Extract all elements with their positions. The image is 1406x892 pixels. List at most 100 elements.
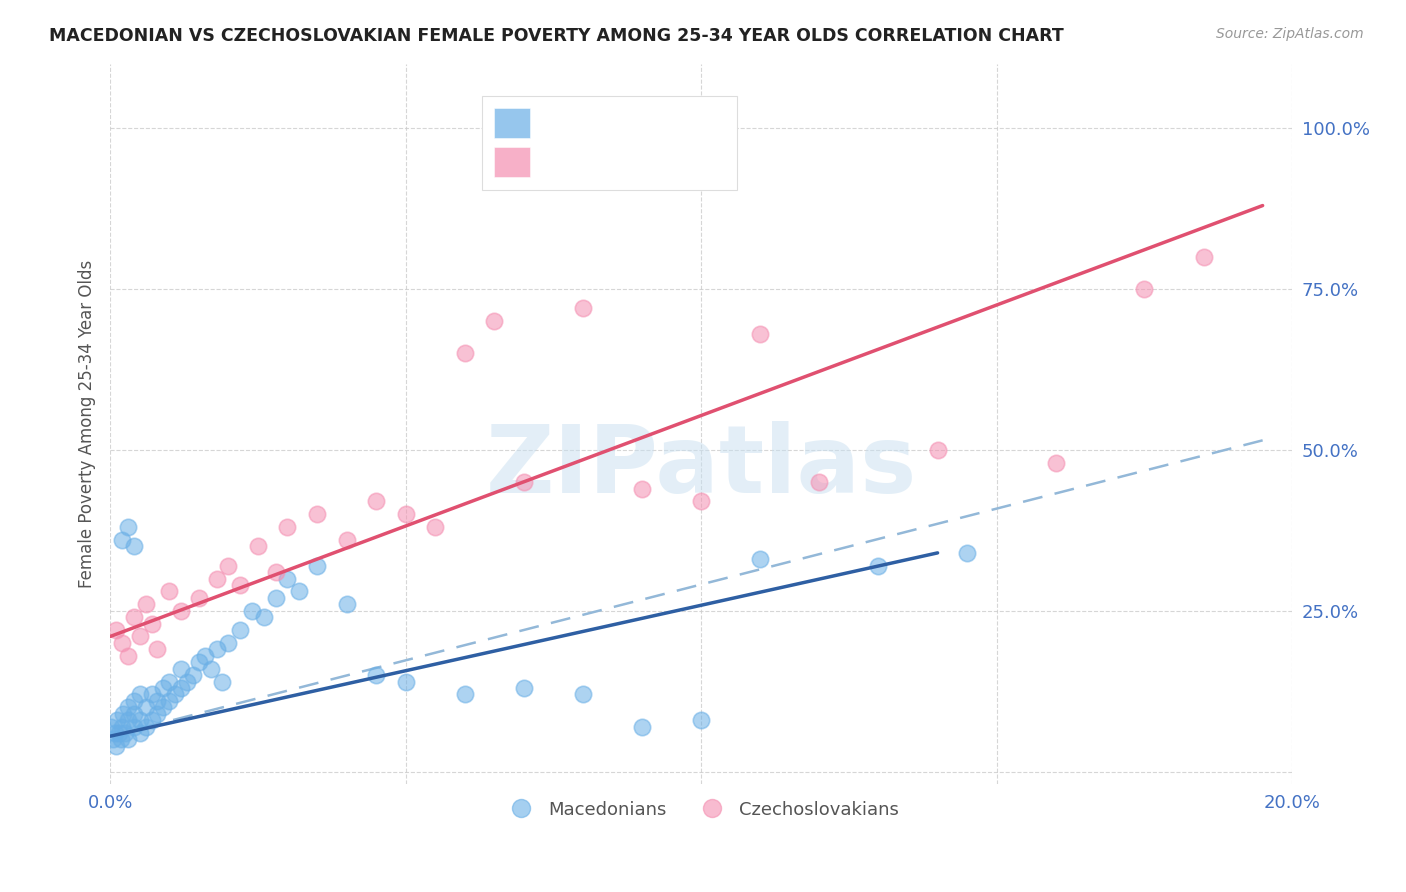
Point (135, 720, 157, 734)
Point (335, 533, 357, 547)
Point (114, 726, 136, 740)
Point (152, 700, 174, 714)
Point (117, 713, 139, 727)
Point (366, 494, 388, 508)
Point (305, 508, 328, 522)
Point (240, 604, 263, 618)
Point (117, 732, 139, 747)
Text: Source: ZipAtlas.com: Source: ZipAtlas.com (1216, 27, 1364, 41)
Point (868, 558, 890, 573)
Point (205, 572, 228, 586)
Point (122, 540, 145, 554)
Point (484, 314, 506, 328)
Text: MACEDONIAN VS CZECHOSLOVAKIAN FEMALE POVERTY AMONG 25-34 YEAR OLDS CORRELATION C: MACEDONIAN VS CZECHOSLOVAKIAN FEMALE POV… (49, 27, 1064, 45)
Point (128, 726, 150, 740)
Point (128, 713, 150, 727)
Point (305, 558, 328, 573)
Point (749, 552, 772, 566)
Text: R = 0.383   N = 61: R = 0.383 N = 61 (540, 112, 737, 132)
Point (335, 598, 357, 612)
Point (187, 655, 209, 669)
Point (395, 508, 418, 522)
Point (276, 572, 298, 586)
Point (217, 636, 239, 650)
Point (395, 674, 418, 689)
Point (264, 565, 287, 579)
Point (105, 623, 128, 637)
Point (927, 442, 949, 457)
Point (141, 687, 163, 701)
Point (135, 598, 157, 612)
Point (454, 346, 477, 360)
Point (110, 732, 132, 747)
Point (170, 604, 193, 618)
Point (690, 494, 713, 508)
Point (276, 520, 298, 534)
Y-axis label: Female Poverty Among 25-34 Year Olds: Female Poverty Among 25-34 Year Olds (79, 260, 96, 589)
Point (157, 584, 180, 599)
Point (1133, 282, 1156, 296)
Point (749, 327, 772, 342)
Point (1045, 456, 1067, 470)
Point (513, 475, 536, 490)
Point (229, 623, 252, 637)
Point (101, 732, 124, 747)
Point (217, 558, 239, 573)
Bar (495, 147, 530, 178)
Point (117, 520, 139, 534)
Point (157, 674, 180, 689)
Point (141, 616, 163, 631)
Point (111, 720, 134, 734)
Point (181, 668, 204, 682)
Point (135, 700, 157, 714)
Point (146, 706, 169, 721)
Point (146, 642, 169, 657)
Point (1192, 250, 1215, 264)
Point (176, 674, 198, 689)
Point (146, 694, 169, 708)
Point (165, 687, 187, 701)
Point (631, 720, 654, 734)
Point (631, 482, 654, 496)
Point (128, 687, 150, 701)
Point (122, 694, 145, 708)
Point (122, 610, 145, 624)
Point (122, 720, 145, 734)
Point (808, 475, 831, 490)
Point (105, 713, 128, 727)
Point (141, 713, 163, 727)
Point (200, 662, 222, 676)
Point (425, 520, 447, 534)
Point (170, 681, 193, 695)
Point (117, 700, 139, 714)
Point (366, 668, 388, 682)
Point (112, 706, 135, 721)
Point (105, 739, 128, 753)
Point (187, 591, 209, 605)
Point (211, 674, 233, 689)
Point (513, 681, 536, 695)
Point (157, 694, 180, 708)
Text: ZIPatlas: ZIPatlas (485, 421, 917, 514)
Point (122, 706, 145, 721)
Text: R = 0.423   N = 34: R = 0.423 N = 34 (540, 150, 737, 169)
Legend: Macedonians, Czechoslovakians: Macedonians, Czechoslovakians (496, 793, 907, 826)
Point (572, 687, 595, 701)
Point (229, 578, 252, 592)
Point (170, 662, 193, 676)
Point (956, 546, 979, 560)
Point (117, 648, 139, 663)
Point (205, 642, 228, 657)
Point (246, 540, 269, 554)
Point (264, 591, 287, 605)
Point (104, 726, 127, 740)
Point (108, 726, 131, 740)
Point (111, 533, 134, 547)
Point (152, 681, 174, 695)
Point (111, 636, 134, 650)
FancyBboxPatch shape (482, 96, 737, 190)
Point (194, 648, 217, 663)
Point (128, 630, 150, 644)
Point (454, 687, 477, 701)
Point (288, 584, 311, 599)
